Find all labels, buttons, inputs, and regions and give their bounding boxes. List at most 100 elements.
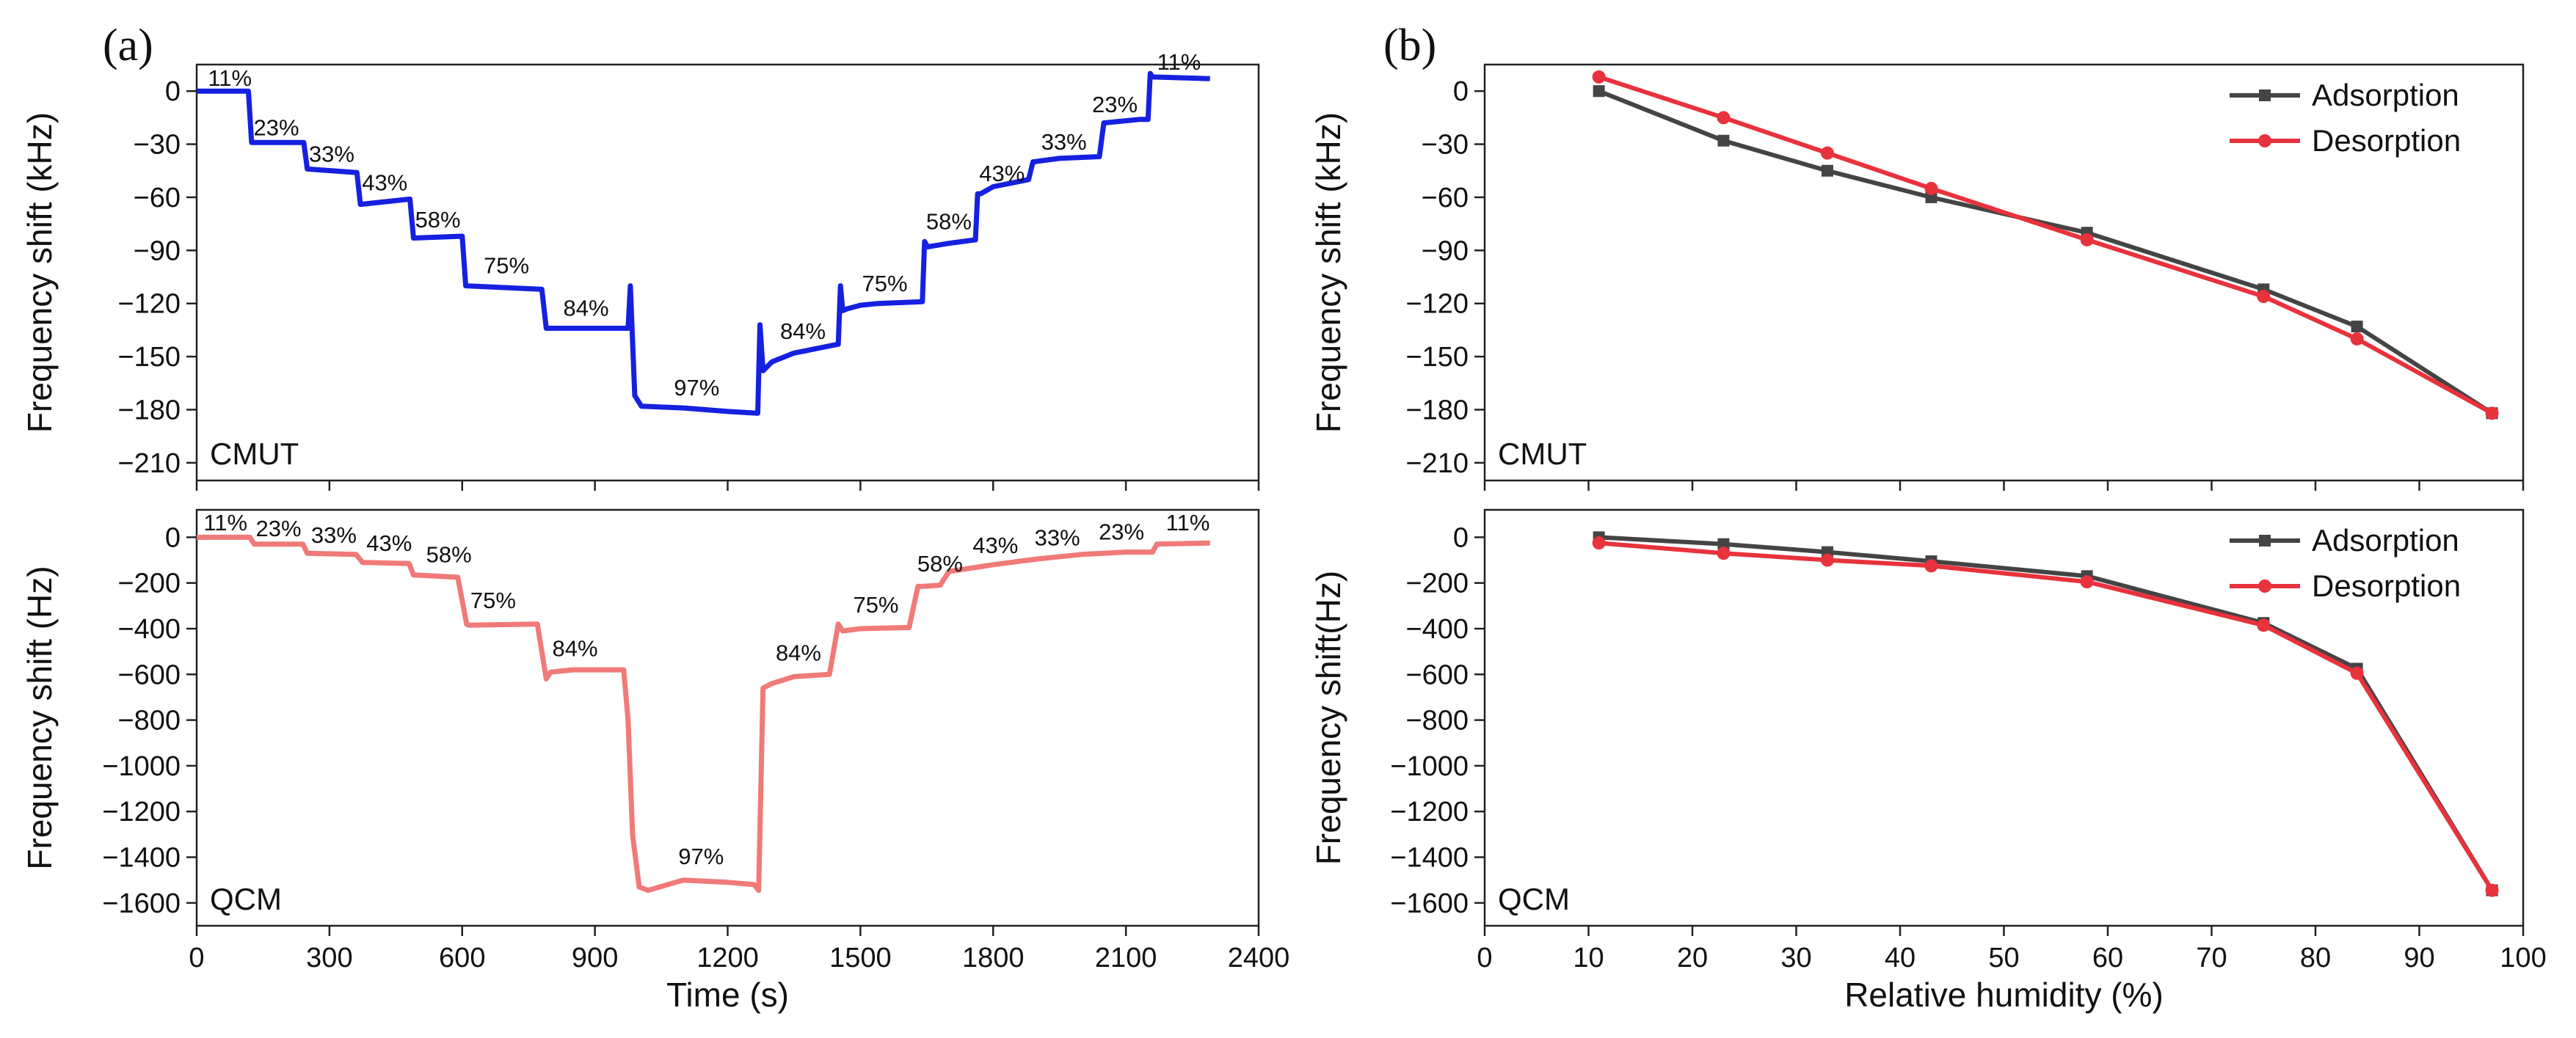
y-axis-title: Frequency shift(Hz): [1309, 571, 1347, 865]
data-point: [2257, 618, 2271, 632]
y-tick-label: −150: [1405, 342, 1469, 373]
legend-label: Adsorption: [2312, 523, 2459, 558]
y-axis-title: Frequency shift (Hz): [21, 566, 59, 869]
x-tick-label: 0: [189, 943, 204, 973]
y-tick-label: −1600: [102, 888, 181, 919]
data-point: [1717, 538, 1730, 550]
x-tick-label: 0: [1477, 943, 1492, 973]
step-annotation: 11%: [203, 510, 247, 536]
y-tick-label: −60: [134, 183, 181, 213]
series-line-desorption: [1598, 541, 2495, 892]
step-annotation: 43%: [366, 530, 412, 556]
x-tick-label: 80: [2300, 943, 2331, 973]
x-tick-label: 600: [439, 943, 485, 973]
step-annotation: 23%: [1092, 92, 1138, 117]
x-tick-label: 1800: [962, 943, 1025, 973]
data-point: [2080, 575, 2094, 589]
plot-frame: [195, 63, 1260, 482]
x-tick-label: 1500: [829, 943, 892, 973]
sensor-label: QCM: [210, 882, 282, 916]
x-tick-label: 50: [1988, 943, 2019, 973]
step-annotation: 23%: [1099, 519, 1144, 545]
x-tick-label: 40: [1885, 943, 1915, 973]
data-point: [1925, 191, 1938, 203]
x-tick-label: 10: [1573, 943, 1604, 973]
data-point: [2485, 406, 2499, 420]
x-axis-title: Time (s): [666, 976, 789, 1014]
y-tick-label: −60: [1422, 183, 1469, 213]
y-tick-label: −800: [117, 706, 181, 737]
x-tick-label: 900: [572, 943, 618, 973]
y-tick-label: −150: [117, 342, 181, 373]
y-tick-label: −1200: [102, 797, 181, 827]
y-tick-label: −400: [117, 614, 181, 645]
step-annotation: 11%: [1166, 510, 1210, 536]
data-point: [1820, 146, 1834, 160]
y-tick-label: −180: [1405, 395, 1469, 425]
panel-a-label: (a): [103, 21, 153, 70]
data-point: [2485, 883, 2499, 897]
y-tick-label: −90: [134, 235, 181, 266]
data-point: [1924, 181, 1938, 195]
x-tick-label: 2100: [1095, 943, 1157, 973]
step-annotation: 75%: [470, 588, 516, 613]
step-annotation: 33%: [1035, 525, 1080, 550]
data-point: [2080, 233, 2094, 246]
data-point: [1820, 553, 1834, 567]
step-annotation: 58%: [917, 551, 963, 577]
y-tick-label: 0: [1453, 522, 1469, 553]
legend-label: Desorption: [2312, 123, 2461, 158]
x-tick-label: 90: [2404, 943, 2434, 973]
step-annotation: 43%: [979, 161, 1025, 186]
x-tick-label: 1200: [696, 943, 759, 973]
legend-marker: [2258, 134, 2271, 147]
step-annotation: 58%: [415, 207, 461, 233]
y-tick-label: −600: [117, 659, 181, 690]
step-annotation: 23%: [254, 115, 299, 141]
legend-marker: [2259, 535, 2271, 547]
series-line: [197, 534, 1210, 893]
step-annotation: 58%: [426, 542, 472, 568]
qcm-humidity-chart: 0 −200 −400 −600 −800 −1000 −1200 −1400 −1600 0 10…: [1309, 508, 2547, 1014]
y-tick-label: −210: [117, 448, 181, 479]
y-tick-label: 0: [165, 522, 181, 553]
step-annotation: 84%: [552, 635, 597, 661]
step-annotation: 97%: [678, 844, 724, 869]
step-annotation: 23%: [256, 516, 302, 541]
x-tick-label: 30: [1780, 943, 1811, 973]
y-tick-label: −1600: [1390, 888, 1469, 919]
series-line-adsorption: [1598, 535, 2495, 892]
legend-label: Desorption: [2312, 569, 2461, 603]
step-annotation: 75%: [484, 253, 529, 279]
step-annotation: 75%: [853, 592, 898, 618]
y-tick-label: −180: [117, 395, 181, 425]
y-tick-label: −210: [1405, 448, 1469, 479]
step-annotation: 43%: [972, 533, 1018, 558]
y-axis-title: Frequency shift (kHz): [1309, 112, 1347, 433]
y-tick-label: −600: [1405, 659, 1469, 690]
y-tick-label: −400: [1405, 614, 1469, 645]
step-annotation: 11%: [1157, 49, 1201, 75]
y-tick-label: −120: [117, 289, 181, 320]
y-tick-label: −1200: [1390, 797, 1469, 827]
data-point: [2257, 290, 2271, 304]
step-annotation: 84%: [780, 318, 826, 344]
y-tick-label: −1000: [102, 751, 181, 782]
panel-label-b: (b): [1383, 21, 1436, 70]
cmut-time-chart: 0 −30 −60 −90 −120 −150 −180 −210 Frequency shif…: [21, 49, 1260, 491]
sensor-label: CMUT: [1498, 436, 1587, 471]
y-tick-label: −1000: [1390, 751, 1469, 782]
x-tick-label: 60: [2092, 943, 2123, 973]
y-tick-label: −800: [1405, 706, 1469, 737]
y-tick-label: −1400: [102, 843, 181, 874]
sensor-label: CMUT: [210, 436, 299, 471]
x-tick-label: 70: [2196, 943, 2227, 973]
step-annotation: 33%: [311, 522, 357, 548]
y-tick-label: −200: [1405, 569, 1469, 599]
data-point: [2350, 666, 2364, 680]
x-tick-label: 100: [2500, 943, 2546, 973]
cmut-humidity-chart: 0 −30 −60 −90 −120 −150 −180 −210 Frequency shif…: [1309, 63, 2525, 491]
x-tick-label: 2400: [1228, 943, 1290, 973]
y-tick-label: −1400: [1390, 843, 1469, 874]
